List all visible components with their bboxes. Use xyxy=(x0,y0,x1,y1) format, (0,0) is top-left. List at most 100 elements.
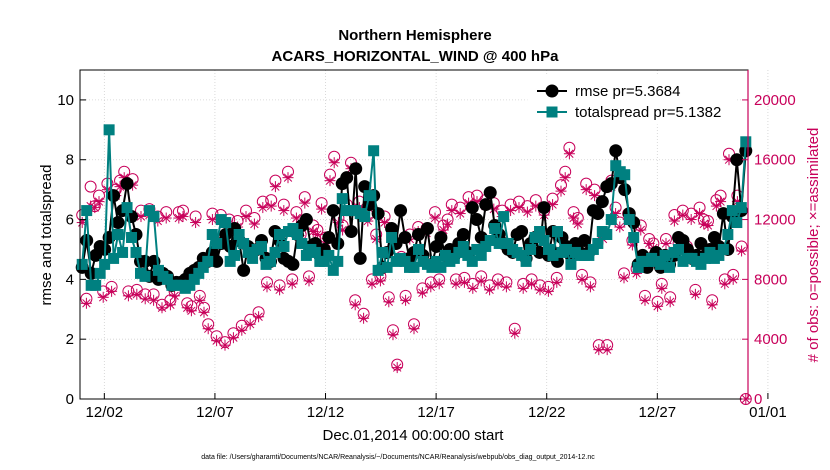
totalspread-point xyxy=(323,249,335,261)
legend-totalspread-marker xyxy=(546,106,558,118)
totalspread-point xyxy=(76,258,88,270)
totalspread-point xyxy=(547,249,559,261)
obs-assimilated-stroke xyxy=(615,222,624,232)
obs-assimilated-stroke xyxy=(707,300,717,309)
totalspread-point xyxy=(480,240,492,252)
totalspread-point xyxy=(126,231,138,243)
obs-assimilated-stroke xyxy=(544,287,553,296)
totalspread-point xyxy=(587,243,599,255)
totalspread-point xyxy=(435,261,447,273)
totalspread-point xyxy=(224,255,236,267)
obs-assimilated-point xyxy=(694,208,706,220)
obs-assimilated-point xyxy=(290,212,302,224)
obs-assimilated-point xyxy=(530,200,542,212)
obs-assimilated-point xyxy=(685,214,697,226)
totalspread-point xyxy=(399,255,411,267)
obs-assimilated-stroke xyxy=(107,287,116,296)
obs-assimilated-point xyxy=(610,208,622,220)
obs-assimilated-stroke xyxy=(716,197,725,206)
totalspread-point xyxy=(161,273,173,285)
totalspread-point xyxy=(722,229,734,240)
totalspread-point xyxy=(516,249,528,261)
totalspread-point xyxy=(543,243,555,255)
obs-assimilated-stroke xyxy=(476,276,486,286)
totalspread-point xyxy=(534,226,546,238)
obs-assimilated-stroke xyxy=(195,296,205,305)
obs-assimilated-point xyxy=(257,202,269,214)
totalspread-point xyxy=(291,229,303,240)
rmse-point xyxy=(326,204,340,218)
obs-assimilated-point xyxy=(80,297,92,309)
obs-assimilated-stroke xyxy=(82,299,91,308)
y-tick-label-left: 10 xyxy=(57,92,74,109)
totalspread-point xyxy=(233,229,245,240)
obs-assimilated-point xyxy=(185,305,197,317)
totalspread-point xyxy=(735,202,747,214)
obs-assimilated-stroke xyxy=(581,185,591,194)
totalspread-point xyxy=(655,258,667,270)
obs-assimilated-point xyxy=(286,278,298,290)
legend-totalspread-label: totalspread pr=5.1382 xyxy=(575,104,721,121)
obs-assimilated-stroke xyxy=(300,198,310,208)
totalspread-point xyxy=(148,211,160,223)
obs-assimilated-stroke xyxy=(157,303,167,312)
obs-assimilated-stroke xyxy=(586,282,595,292)
obs-assimilated-stroke xyxy=(653,302,662,311)
totalspread-point xyxy=(256,240,268,252)
obs-assimilated-point xyxy=(169,290,181,302)
obs-assimilated-stroke xyxy=(288,279,297,289)
plot-series xyxy=(75,124,753,405)
totalspread-point xyxy=(412,243,424,255)
totalspread-point xyxy=(565,258,577,270)
obs-assimilated-stroke xyxy=(451,279,461,289)
rmse-point xyxy=(434,230,448,244)
obs-assimilated-stroke xyxy=(531,201,540,211)
obs-assimilated-stroke xyxy=(703,221,713,230)
totalspread-point xyxy=(453,246,465,258)
rmse-point xyxy=(107,189,121,203)
obs-assimilated-stroke xyxy=(132,290,142,299)
obs-assimilated-stroke xyxy=(359,314,368,323)
obs-assimilated-stroke xyxy=(518,284,528,293)
totalspread-point xyxy=(184,279,196,291)
obs-assimilated-stroke xyxy=(695,209,704,218)
obs-assimilated-stroke xyxy=(502,282,511,292)
rmse-point xyxy=(394,204,408,218)
obs-assimilated-point xyxy=(534,284,546,296)
rmse-point xyxy=(299,213,313,227)
obs-assimilated-point xyxy=(408,323,420,335)
obs-assimilated-point xyxy=(248,218,260,230)
obs-assimilated-point xyxy=(584,281,596,293)
obs-assimilated-point xyxy=(492,278,504,290)
rmse-point xyxy=(237,263,251,277)
y-tick-label-left: 0 xyxy=(66,391,74,408)
obs-assimilated-stroke xyxy=(325,176,335,185)
obs-assimilated-stroke xyxy=(409,324,419,333)
totalspread-point xyxy=(108,252,120,264)
obs-assimilated-stroke xyxy=(569,213,578,223)
totalspread-point xyxy=(265,255,277,267)
obs-assimilated-point xyxy=(236,324,248,336)
totalspread-point xyxy=(296,237,308,249)
obs-assimilated-point xyxy=(517,282,529,294)
totalspread-point xyxy=(193,267,205,279)
totalspread-point xyxy=(269,246,281,258)
obs-assimilated-point xyxy=(269,181,281,193)
rmse-point xyxy=(385,222,399,236)
obs-assimilated-point xyxy=(219,339,231,351)
obs-assimilated-stroke xyxy=(527,279,536,289)
chart-title-line-1: Northern Hemisphere xyxy=(338,27,491,44)
obs-assimilated-point xyxy=(526,278,538,290)
rmse-point xyxy=(479,198,493,212)
obs-assimilated-stroke xyxy=(250,219,259,229)
obs-assimilated-point xyxy=(559,172,571,184)
obs-assimilated-point xyxy=(542,285,554,297)
totalspread-point xyxy=(601,229,613,240)
obs-assimilated-point xyxy=(240,211,252,223)
x-tick-label: 12/17 xyxy=(417,404,455,421)
totalspread-point xyxy=(659,249,671,261)
totalspread-point xyxy=(529,231,541,243)
obs-assimilated-point xyxy=(727,273,739,285)
totalspread-point xyxy=(372,264,384,276)
obs-assimilated-stroke xyxy=(489,204,499,214)
